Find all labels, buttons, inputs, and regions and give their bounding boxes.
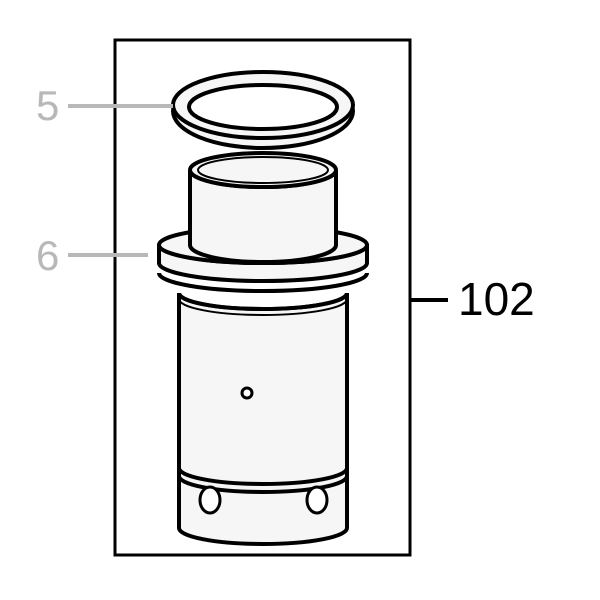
callout-5-label: 5 xyxy=(36,82,59,129)
gasket-ring xyxy=(173,72,353,148)
callout-6-label: 6 xyxy=(36,232,59,279)
cylinder-hole-1 xyxy=(200,487,220,513)
gasket-hole xyxy=(189,85,337,129)
parts-diagram: 5 6 102 xyxy=(0,0,600,600)
cylinder-hole-2 xyxy=(307,487,327,513)
cylinder-hole-0 xyxy=(242,388,252,398)
cylinder-body xyxy=(159,153,367,544)
callout-102-label: 102 xyxy=(458,273,535,325)
cylinder-top-inner xyxy=(198,157,328,183)
